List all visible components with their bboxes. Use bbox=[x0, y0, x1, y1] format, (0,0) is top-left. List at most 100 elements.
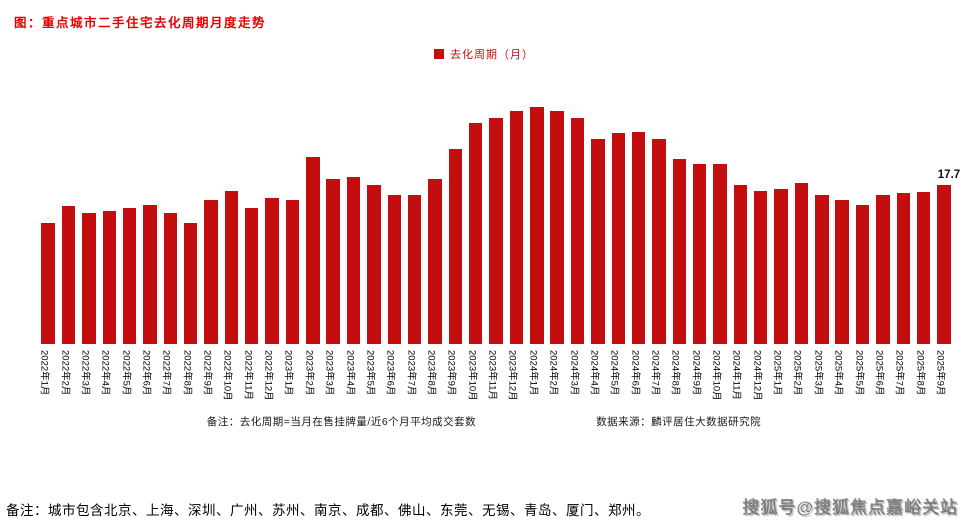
destocking-cycle-bar-chart: 17.7 bbox=[38, 92, 960, 344]
bar-4 bbox=[122, 208, 137, 344]
bar-5 bbox=[143, 205, 157, 344]
bar-3 bbox=[102, 211, 116, 344]
bar-slot-15 bbox=[343, 92, 363, 344]
x-axis-label-39: 2025年4月 bbox=[832, 350, 844, 396]
x-axis-label-40: 2025年5月 bbox=[853, 350, 865, 396]
x-axis-label-44: 2025年9月 bbox=[934, 350, 946, 396]
bar-0 bbox=[41, 223, 55, 344]
x-axis-label-30: 2024年7月 bbox=[649, 350, 661, 396]
bar-slot-26 bbox=[567, 92, 587, 344]
bar-slot-20 bbox=[445, 92, 465, 344]
bar-slot-16 bbox=[364, 92, 384, 344]
bar-slot-6 bbox=[160, 92, 180, 344]
bar-slot-31 bbox=[669, 92, 689, 344]
x-axis-label-15: 2023年4月 bbox=[344, 350, 356, 396]
x-axis-label-32: 2024年9月 bbox=[690, 350, 702, 396]
bar-slot-34 bbox=[730, 92, 750, 344]
footnote-definition: 备注：去化周期=当月在售挂牌量/近6个月平均成交套数 bbox=[206, 416, 477, 428]
x-axis-label-3: 2022年4月 bbox=[99, 350, 111, 396]
x-axis-label-19: 2023年8月 bbox=[425, 350, 437, 396]
x-axis-label-20: 2023年9月 bbox=[445, 350, 457, 396]
bar-15 bbox=[346, 177, 361, 344]
bar-23 bbox=[509, 111, 524, 344]
bar-slot-10 bbox=[242, 92, 262, 344]
bar-25 bbox=[550, 111, 564, 344]
x-axis-label-17: 2023年6月 bbox=[384, 350, 396, 396]
x-axis-label-18: 2023年7月 bbox=[405, 350, 417, 396]
bar-slot-22 bbox=[486, 92, 506, 344]
x-axis-label-6: 2022年7月 bbox=[160, 350, 172, 396]
bar-slot-17 bbox=[384, 92, 404, 344]
legend-label: 去化周期（月） bbox=[450, 49, 534, 61]
bar-10 bbox=[245, 208, 259, 344]
bar-29 bbox=[631, 132, 646, 344]
legend-swatch-icon bbox=[434, 49, 444, 59]
x-axis-label-41: 2025年6月 bbox=[873, 350, 885, 396]
bar-slot-40 bbox=[852, 92, 872, 344]
x-axis-label-11: 2022年12月 bbox=[262, 350, 274, 401]
bar-slot-9 bbox=[221, 92, 241, 344]
chart-title: 图：重点城市二手住宅去化周期月度走势 bbox=[14, 16, 267, 30]
bar-slot-5 bbox=[140, 92, 160, 344]
bar-slot-2 bbox=[79, 92, 99, 344]
bar-slot-28 bbox=[608, 92, 628, 344]
bar-7 bbox=[183, 223, 198, 344]
bar-16 bbox=[367, 185, 381, 344]
x-axis-label-42: 2025年7月 bbox=[893, 350, 905, 396]
chart-footnotes: 备注：去化周期=当月在售挂牌量/近6个月平均成交套数 数据来源：麟评居住大数据研… bbox=[0, 414, 968, 429]
x-axis-labels: 2022年1月 2022年2月 2022年3月 2022年4月 2022年5月 2022年… bbox=[38, 347, 954, 409]
x-axis-label-4: 2022年5月 bbox=[120, 350, 132, 396]
bar-18 bbox=[407, 195, 422, 344]
bar-32 bbox=[692, 164, 707, 344]
x-axis-label-34: 2024年11月 bbox=[730, 350, 742, 400]
x-axis-label-5: 2022年6月 bbox=[140, 350, 152, 396]
bar-slot-14 bbox=[323, 92, 343, 344]
x-axis-label-27: 2024年4月 bbox=[588, 350, 600, 396]
bar-slot-4 bbox=[119, 92, 139, 344]
bar-slot-24 bbox=[527, 92, 547, 344]
bar-42 bbox=[896, 193, 910, 344]
x-axis-label-24: 2024年1月 bbox=[527, 350, 539, 396]
bar-slot-33 bbox=[710, 92, 730, 344]
city-scope-note: 备注：城市包含北京、上海、深圳、广州、苏州、南京、成都、佛山、东莞、无锡、青岛、… bbox=[6, 503, 650, 518]
bar-slot-7 bbox=[181, 92, 201, 344]
last-bar-value-label: 17.7 bbox=[937, 169, 961, 181]
bar-slot-44: 17.7 bbox=[934, 92, 960, 344]
bar-slot-35 bbox=[751, 92, 771, 344]
footnote-data-source: 数据来源：麟评居住大数据研究院 bbox=[596, 416, 762, 428]
bar-slot-12 bbox=[282, 92, 302, 344]
x-axis-label-2: 2022年3月 bbox=[79, 350, 91, 396]
bar-28 bbox=[611, 133, 625, 344]
bar-slot-1 bbox=[58, 92, 78, 344]
bar-24 bbox=[530, 107, 544, 344]
bar-slot-25 bbox=[547, 92, 567, 344]
bar-slot-39 bbox=[832, 92, 852, 344]
x-axis-label-23: 2023年12月 bbox=[506, 350, 518, 401]
bar-slot-30 bbox=[649, 92, 669, 344]
bar-39 bbox=[835, 200, 849, 344]
bar-19 bbox=[428, 179, 442, 344]
bar-slot-8 bbox=[201, 92, 221, 344]
bar-33 bbox=[713, 164, 727, 344]
x-axis-label-16: 2023年5月 bbox=[364, 350, 376, 396]
x-axis-label-14: 2023年3月 bbox=[323, 350, 335, 396]
watermark: 搜狐号@搜狐焦点嘉峪关站 bbox=[742, 498, 958, 517]
bar-40 bbox=[855, 205, 870, 344]
bar-slot-23 bbox=[506, 92, 526, 344]
x-axis-label-25: 2024年2月 bbox=[547, 350, 559, 396]
bar-slot-41 bbox=[873, 92, 893, 344]
x-axis-label-12: 2023年1月 bbox=[282, 350, 294, 396]
x-axis-label-28: 2024年5月 bbox=[608, 350, 620, 396]
bar-slot-36 bbox=[771, 92, 791, 344]
x-axis-label-36: 2025年1月 bbox=[771, 350, 783, 396]
x-axis-label-38: 2025年3月 bbox=[812, 350, 824, 396]
x-axis-label-33: 2024年10月 bbox=[710, 350, 722, 401]
x-axis-label-1: 2022年2月 bbox=[59, 350, 71, 396]
bar-slot-18 bbox=[404, 92, 424, 344]
bar-slot-3 bbox=[99, 92, 119, 344]
x-axis-label-35: 2024年12月 bbox=[751, 350, 763, 401]
bar-31 bbox=[672, 159, 687, 344]
x-axis-label-43: 2025年8月 bbox=[914, 350, 926, 396]
x-axis-label-37: 2025年2月 bbox=[791, 350, 803, 396]
x-axis-label-31: 2024年8月 bbox=[669, 350, 681, 396]
